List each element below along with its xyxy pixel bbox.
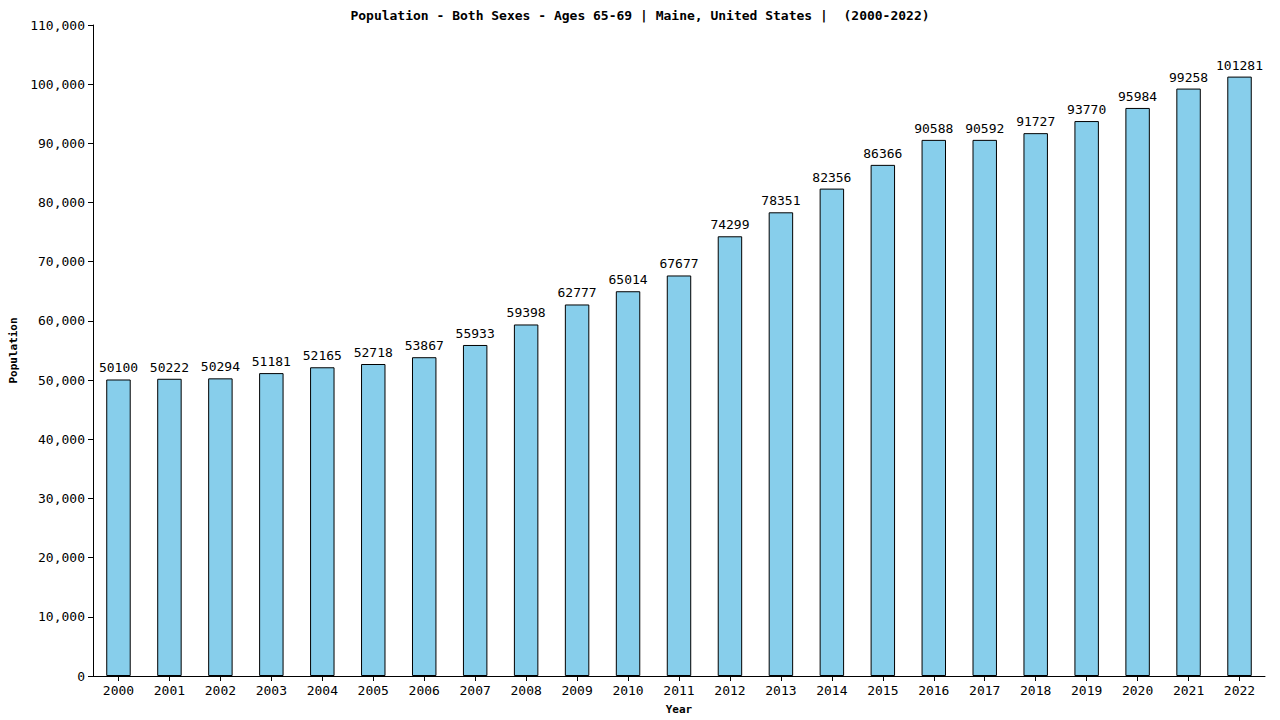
svg-text:2013: 2013	[765, 683, 796, 698]
svg-text:52718: 52718	[354, 345, 393, 360]
svg-text:2020: 2020	[1122, 683, 1153, 698]
svg-text:2006: 2006	[409, 683, 440, 698]
svg-text:100,000: 100,000	[30, 77, 85, 92]
svg-text:78351: 78351	[761, 193, 800, 208]
svg-text:2017: 2017	[969, 683, 1000, 698]
svg-text:2010: 2010	[612, 683, 643, 698]
svg-text:70,000: 70,000	[38, 254, 85, 269]
svg-text:55933: 55933	[456, 326, 495, 341]
svg-text:2003: 2003	[256, 683, 287, 698]
svg-text:2008: 2008	[510, 683, 541, 698]
svg-text:82356: 82356	[812, 170, 851, 185]
svg-text:2005: 2005	[358, 683, 389, 698]
svg-text:2016: 2016	[918, 683, 949, 698]
svg-text:0: 0	[77, 669, 85, 684]
svg-text:2007: 2007	[460, 683, 491, 698]
svg-text:65014: 65014	[608, 272, 647, 287]
svg-text:2014: 2014	[816, 683, 847, 698]
svg-text:2018: 2018	[1020, 683, 1051, 698]
svg-text:59398: 59398	[507, 305, 546, 320]
svg-text:67677: 67677	[659, 256, 698, 271]
svg-text:86366: 86366	[863, 146, 902, 161]
svg-text:Year: Year	[666, 703, 693, 716]
svg-text:91727: 91727	[1016, 114, 1055, 129]
svg-text:52165: 52165	[303, 348, 342, 363]
svg-text:80,000: 80,000	[38, 195, 85, 210]
svg-text:40,000: 40,000	[38, 432, 85, 447]
svg-text:Population: Population	[7, 317, 20, 383]
svg-text:101281: 101281	[1216, 58, 1263, 73]
svg-text:99258: 99258	[1169, 70, 1208, 85]
svg-text:2021: 2021	[1173, 683, 1204, 698]
svg-text:74299: 74299	[710, 217, 749, 232]
svg-text:30,000: 30,000	[38, 491, 85, 506]
svg-text:2004: 2004	[307, 683, 338, 698]
svg-text:93770: 93770	[1067, 102, 1106, 117]
svg-text:53867: 53867	[405, 338, 444, 353]
svg-text:10,000: 10,000	[38, 609, 85, 624]
svg-text:90588: 90588	[914, 121, 953, 136]
svg-text:50222: 50222	[150, 360, 189, 375]
svg-text:2000: 2000	[103, 683, 134, 698]
svg-text:51181: 51181	[252, 354, 291, 369]
svg-text:50294: 50294	[201, 359, 240, 374]
svg-text:2009: 2009	[561, 683, 592, 698]
svg-text:2011: 2011	[663, 683, 694, 698]
svg-text:2012: 2012	[714, 683, 745, 698]
svg-text:20,000: 20,000	[38, 550, 85, 565]
svg-text:Population - Both Sexes - Ages: Population - Both Sexes - Ages 65-69 | M…	[350, 8, 929, 23]
svg-text:2001: 2001	[154, 683, 185, 698]
svg-text:60,000: 60,000	[38, 313, 85, 328]
svg-text:95984: 95984	[1118, 89, 1157, 104]
svg-text:2015: 2015	[867, 683, 898, 698]
svg-text:2019: 2019	[1071, 683, 1102, 698]
svg-text:50100: 50100	[99, 360, 138, 375]
svg-text:110,000: 110,000	[30, 18, 85, 33]
svg-text:90592: 90592	[965, 121, 1004, 136]
svg-text:2022: 2022	[1224, 683, 1255, 698]
svg-text:62777: 62777	[558, 285, 597, 300]
svg-text:90,000: 90,000	[38, 136, 85, 151]
svg-text:50,000: 50,000	[38, 373, 85, 388]
svg-text:2002: 2002	[205, 683, 236, 698]
